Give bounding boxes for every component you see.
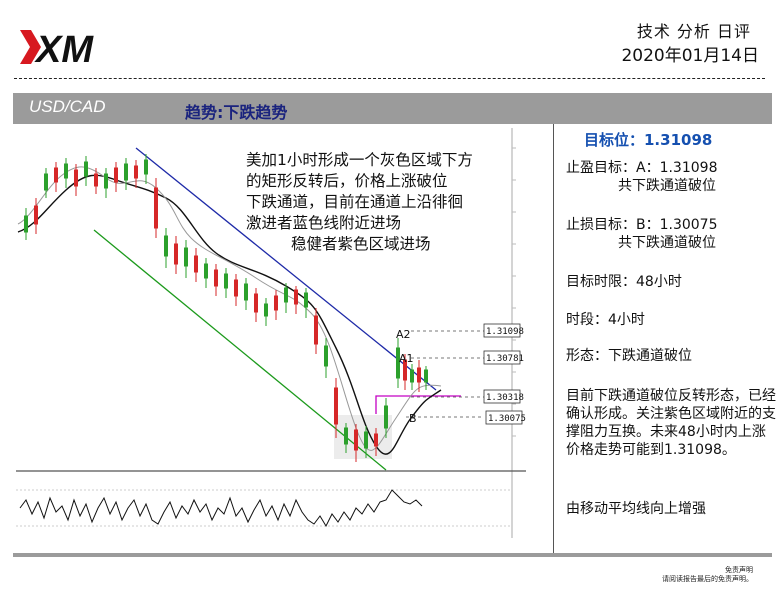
- report-title: 技术 分析 日评: [636, 22, 751, 41]
- target-level: 目标位：1.31098: [584, 131, 713, 149]
- price-label-a1: 1.30781: [486, 354, 524, 364]
- price-label-b: 1.30075: [488, 414, 526, 424]
- price-box-a2: [483, 323, 521, 338]
- analysis-note: 美加1小时形成一个灰色区域下方 的矩形反转后，价格上涨破位 下跌通道，目前在通道…: [246, 150, 531, 255]
- footer-bar: [13, 553, 772, 557]
- candlesticks: [24, 154, 428, 462]
- chart-pattern: 形态：下跌通道破位: [566, 348, 692, 364]
- oscillator-line: [19, 489, 423, 528]
- price-chart: 1.31098 1.30781 1.30318 1.30075 A2 A1 B: [16, 128, 536, 546]
- note-line-3: 下跌通道，目前在通道上沿徘徊: [246, 193, 464, 211]
- price-box-a1: [483, 350, 521, 365]
- channel-upper-line: [135, 147, 437, 391]
- note-line-5: 稳健者紫色区域进场: [291, 235, 431, 253]
- logo-text: XM: [34, 29, 94, 68]
- header-rule: [14, 78, 765, 79]
- price-axis-ticks: [512, 147, 516, 437]
- gray-zone: [334, 415, 392, 459]
- currency-pair: USD/CAD: [29, 97, 106, 116]
- title-bar: USD/CAD 趋势:下跌趋势: [13, 93, 772, 124]
- take-profit-line2: 共下跌通道破位: [618, 178, 716, 194]
- marker-b: B: [409, 412, 417, 425]
- report-date: 2020年01月14日: [621, 46, 759, 66]
- stop-loss-line1: 止损目标：B：1.30075: [566, 217, 718, 233]
- note-line-4: 激进者蓝色线附近进场: [246, 214, 402, 232]
- time-limit: 目标时限：48小时: [566, 274, 682, 290]
- ma-note: 由移动平均线向上增强: [566, 501, 706, 517]
- price-label-a2: 1.31098: [486, 327, 524, 337]
- take-profit: 止盈目标：A：1.31098 共下跌通道破位: [566, 159, 717, 195]
- marker-a1: A1: [399, 352, 414, 365]
- trend-label: 趋势:下跌趋势: [185, 103, 288, 122]
- panel-divider: [553, 124, 554, 554]
- disclaimer: 免责声明 请阅读报告最后的免责声明。: [662, 566, 753, 584]
- marker-a2: A2: [396, 328, 411, 341]
- note-line-1: 美加1小时形成一个灰色区域下方: [246, 151, 473, 169]
- xm-logo: XM: [20, 29, 94, 68]
- price-box-mid: [483, 389, 521, 404]
- price-label-mid: 1.30318: [486, 393, 524, 403]
- disclaimer-text: 请阅读报告最后的免责声明。: [662, 575, 753, 583]
- note-line-2: 的矩形反转后，价格上涨破位: [246, 172, 448, 190]
- price-box-b: [485, 410, 523, 425]
- channel-lower-line: [93, 229, 387, 471]
- analysis-text: 目前下跌通道破位反转形态，已经确认形成。关注紫色区域附近的支撑阻力互换。未来48…: [566, 388, 776, 458]
- time-period: 时段：4小时: [566, 312, 645, 328]
- logo-red-chevron: [20, 30, 41, 64]
- stop-loss-line2: 共下跌通道破位: [618, 235, 716, 251]
- disclaimer-title: 免责声明: [725, 566, 753, 574]
- stop-loss: 止损目标：B：1.30075 共下跌通道破位: [566, 216, 718, 252]
- take-profit-line1: 止盈目标：A：1.31098: [566, 160, 718, 176]
